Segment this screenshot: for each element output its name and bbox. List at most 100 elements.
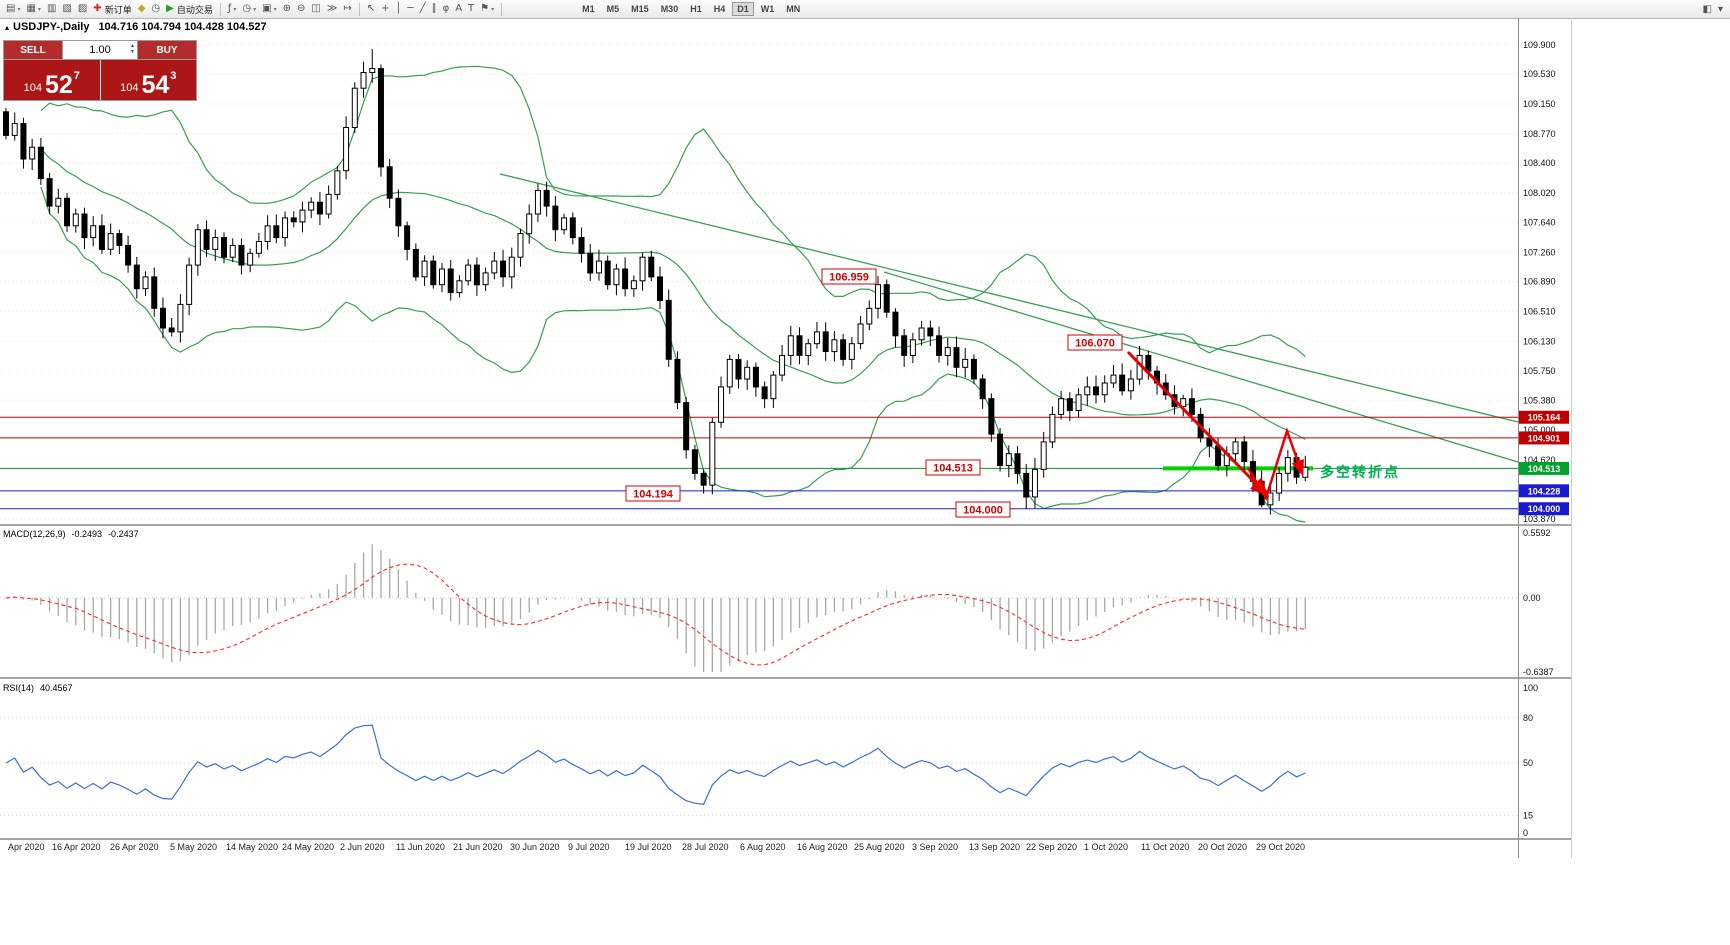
sell-price-button[interactable]: 104 52 7 [4, 60, 100, 100]
profiles-icon: ▦ [26, 3, 36, 14]
dropdown-arrow-icon[interactable]: ▾ [233, 6, 237, 13]
date-axis[interactable]: Apr 2020 16 Apr 2020 26 Apr 2020 5 May 2020… [0, 840, 1572, 858]
vertical-line-button[interactable]: │ [394, 2, 404, 17]
macd-panel[interactable]: 0.5592 0.00 -0.6387 [0, 527, 1572, 677]
periods-button[interactable]: ◷ ▾ [240, 2, 258, 17]
window-edge [1571, 18, 1572, 858]
market-watch-button[interactable]: ▥ [45, 2, 58, 17]
rsi-panel[interactable]: 100 80 50 15 0 [0, 680, 1572, 838]
price-text-label[interactable]: 106.070 [1067, 334, 1123, 351]
volume-input[interactable]: 1.00 ▲ ▼ [62, 41, 138, 59]
date-tick: 5 May 2020 [170, 842, 218, 852]
trendline-button[interactable]: ╱ [418, 2, 428, 17]
buy-button[interactable]: BUY [138, 41, 196, 59]
label-button[interactable]: T [466, 2, 476, 17]
panel-splitter[interactable] [0, 838, 1572, 840]
trendline-2[interactable] [883, 271, 1519, 463]
price-text-label[interactable]: 104.000 [955, 501, 1011, 518]
price-badge [1519, 410, 1569, 424]
tile-windows-icon: ◫ [311, 3, 321, 14]
metaeditor-button[interactable]: ◆ [136, 2, 148, 17]
rsi-axis-tick: 0 [1523, 828, 1528, 838]
buy-price-button[interactable]: 104 54 3 [99, 60, 196, 100]
panel-splitter[interactable] [0, 677, 1572, 679]
auto-scroll-button[interactable]: ≫ [325, 2, 339, 17]
price-axis-tick: 106.890 [1523, 277, 1556, 287]
panel-splitter[interactable] [0, 524, 1572, 526]
new-order-button[interactable]: ✚ 新订单 [91, 2, 133, 17]
timeframe-h4-button[interactable]: H4 [713, 4, 726, 14]
buy-price-big: 54 [141, 71, 170, 99]
autotrading-button[interactable]: ▶ 自动交易 [164, 2, 215, 17]
window-layout-button[interactable]: ◧ [1701, 2, 1714, 17]
dropdown-arrow-icon[interactable]: ▾ [17, 6, 21, 13]
trendline-1[interactable] [499, 173, 1519, 423]
cursor-button[interactable]: ↖ [365, 2, 377, 17]
navigator-icon: ▨ [77, 3, 88, 14]
crosshair-button[interactable]: + [379, 2, 391, 17]
macd-value-signal: -0.2437 [108, 529, 139, 539]
volume-spinner[interactable]: ▲ ▼ [130, 43, 135, 55]
profiles-button[interactable]: ▦ ▾ [24, 2, 42, 17]
timeframe-w1-button[interactable]: W1 [760, 4, 775, 14]
timeframe-m5-button[interactable]: M5 [606, 4, 620, 14]
horizontal-line-button[interactable]: ─ [406, 2, 416, 17]
volume-up-icon[interactable]: ▲ [130, 43, 135, 49]
date-tick: 24 May 2020 [282, 842, 335, 852]
volume-value: 1.00 [89, 44, 111, 56]
dropdown-arrow-icon[interactable]: ▾ [273, 6, 277, 13]
timeframe-m1-button[interactable]: M1 [582, 4, 595, 14]
price-axis-tick: 103.870 [1523, 514, 1556, 524]
new-chart-button[interactable]: ▤ ▾ [4, 2, 22, 17]
horizontal-line-icon: ─ [407, 3, 414, 14]
tile-windows-button[interactable]: ◫ [309, 2, 322, 17]
strategy-tester-button[interactable]: ◷ [149, 2, 162, 17]
price-axis-tick: 108.020 [1523, 188, 1556, 198]
timeframe-h1-button[interactable]: H1 [690, 4, 702, 14]
chart-shift-button[interactable]: ↦ [341, 2, 353, 17]
svg-text:106.959: 106.959 [829, 272, 869, 284]
projection-zigzag[interactable] [1246, 427, 1304, 502]
one-click-toggle-icon[interactable]: ▴ [5, 23, 10, 32]
date-tick: 1 Oct 2020 [1084, 842, 1129, 852]
zoom-out-button[interactable]: ⊖ [295, 2, 307, 17]
date-tick: 30 Jun 2020 [510, 842, 560, 852]
toolbar-separator [358, 2, 360, 16]
dropdown-arrow-icon[interactable]: ▾ [491, 6, 495, 13]
sell-button[interactable]: SELL [4, 41, 62, 59]
timeframe-mn-button[interactable]: MN [786, 4, 801, 14]
price-chart[interactable]: 109.900 109.530 109.150 108.770 108.400 108.0… [0, 18, 1572, 524]
arrows-button[interactable]: ⚑ ▾ [478, 2, 496, 17]
macd-axis-tick: -0.6387 [1523, 667, 1554, 677]
price-axis-tick: 106.130 [1523, 336, 1556, 346]
indicators-button[interactable]: ƒ ▾ [226, 2, 239, 17]
price-text-label[interactable]: 104.194 [625, 485, 681, 502]
navigator-button[interactable]: ▨ [76, 2, 89, 17]
price-axis-tick: 104.620 [1523, 455, 1556, 465]
date-tick: 11 Oct 2020 [1141, 842, 1190, 852]
timeframe-d1-button[interactable]: D1 [732, 2, 754, 16]
data-window-button[interactable]: ▧ [60, 2, 73, 17]
data-window-icon: ▧ [62, 3, 72, 14]
price-text-label[interactable]: 106.959 [821, 268, 877, 285]
price-axis-tick: 109.150 [1523, 99, 1556, 109]
timeframe-m15-button[interactable]: M15 [631, 4, 649, 14]
price-text-label[interactable]: 104.513 [925, 459, 981, 476]
fibonacci-button[interactable]: φ [441, 2, 452, 17]
dropdown-arrow-icon[interactable]: ▾ [253, 6, 257, 13]
timeframe-m30-button[interactable]: M30 [660, 4, 679, 14]
templates-button[interactable]: ▣ ▾ [260, 2, 278, 17]
price-axis-tick: 107.260 [1523, 248, 1556, 258]
date-tick: 3 Sep 2020 [912, 842, 959, 852]
channel-button[interactable]: ∥ [430, 2, 439, 17]
downtrend-arrow[interactable] [1126, 350, 1270, 498]
dropdown-arrow-icon[interactable]: ▾ [37, 6, 41, 13]
one-click-trading: SELL 1.00 ▲ ▼ BUY 104 52 7 104 54 3 [3, 40, 197, 101]
autotrading-icon: ▶ [166, 3, 174, 14]
zoom-in-button[interactable]: ⊕ [281, 2, 293, 17]
text-button[interactable]: A [453, 2, 464, 17]
volume-down-icon[interactable]: ▼ [130, 49, 135, 55]
bollinger-lower-band [40, 186, 1306, 523]
more-button[interactable]: ▾ [1716, 2, 1725, 17]
rsi-axis-tick: 80 [1523, 713, 1533, 723]
